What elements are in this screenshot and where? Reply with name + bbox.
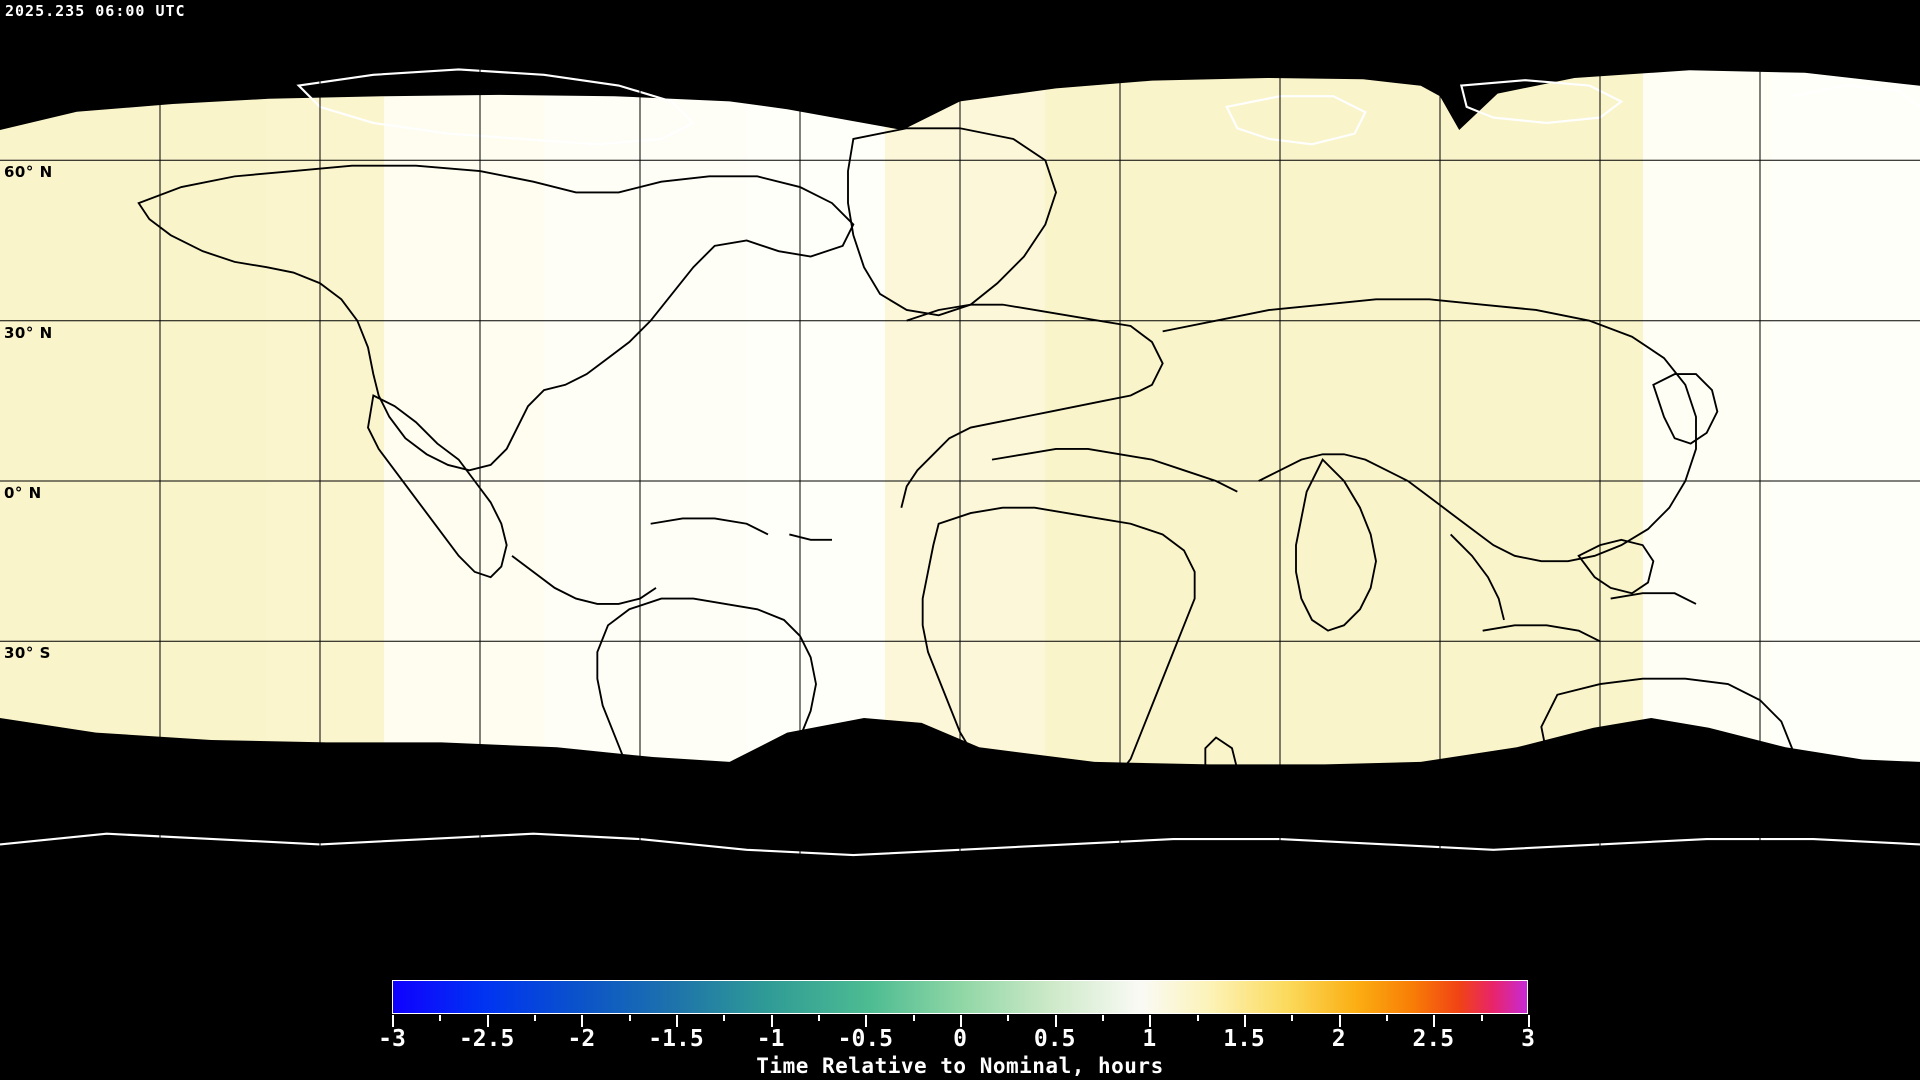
colorbar-tick-labels: -3 -2.5 -2 -1.5 -1 -0.5 0 0.5 1 1.5 2 2.5 3 [378,1026,1535,1052]
latitude-label: 60° S [4,804,51,823]
latitude-label: 30° N [4,323,53,342]
colorbar-minor-tick [1007,1015,1010,1021]
colorbar-major-tick [770,1015,773,1027]
undefined [0,718,1920,962]
latitude-label: 0° N [4,484,42,502]
colorbar-major-tick [1528,1015,1530,1027]
map-canvas [0,0,1920,962]
colorbar-major-tick [1338,1015,1341,1027]
colorbar-minor-tick [534,1015,536,1021]
colorbar-minor-tick [628,1015,631,1021]
colorbar-minor-tick [1386,1015,1388,1021]
colorbar-tick-label: -1.5 [648,1026,704,1052]
timestamp-overlay: 2025.235 06:00 UTC [5,2,186,20]
colorbar-minor-tick [1196,1015,1199,1021]
colorbar-tick-label: -2.5 [458,1026,515,1052]
colorbar-major-tick [960,1015,962,1027]
colorbar-tick-label: 1.5 [1223,1026,1265,1052]
colorbar-tick-label: 0 [953,1026,967,1052]
colorbar-tick-label: 0.5 [1033,1026,1076,1052]
colorbar-minor-tick [818,1015,820,1021]
colorbar-major-tick [865,1015,868,1027]
colorbar-minor-tick [1291,1015,1294,1021]
colorbar-tick-label: 2 [1331,1026,1346,1052]
colorbar-minor-tick [1102,1015,1104,1021]
latitude-label: 60° N [4,163,53,182]
colorbar-minor-tick [912,1015,915,1021]
colorbar-tick-label: -2 [567,1026,596,1052]
colorbar-major-tick [1054,1015,1057,1027]
colorbar-tick-label: -3 [378,1026,406,1052]
colorbar-major-tick [581,1015,584,1027]
colorbar-major-tick [1244,1015,1246,1027]
colorbar-tick-label: 2.5 [1412,1026,1455,1052]
colorbar-gradient [392,980,1528,1014]
colorbar-panel: -3 -2.5 -2 -1.5 -1 -0.5 0 0.5 1 1.5 2 2.5 3 Time Rel… [0,962,1920,1080]
colorbar-major-tick [676,1015,678,1027]
map-panel: 60° N 30° N 0° N 30° S 60° S 2025.235 06:00 … [0,0,1920,962]
colorbar-tick-label: 3 [1521,1026,1535,1052]
colorbar-minor-tick [439,1015,442,1021]
colorbar-major-tick [1433,1015,1436,1027]
colorbar-tick-label: 1 [1142,1026,1157,1052]
colorbar-title: Time Relative to Nominal, hours [756,1054,1164,1078]
colorbar-minor-tick [723,1015,726,1021]
colorbar-major-tick [1149,1015,1152,1027]
latitude-label: 30° S [4,644,51,663]
colorbar-minor-tick [1480,1015,1483,1021]
colorbar-major-tick [486,1015,489,1027]
colorbar-ticks [392,1015,1530,1027]
colorbar-major-tick [392,1015,394,1027]
colorbar-tick-label: -1 [756,1026,785,1052]
colorbar-tick-label: -0.5 [837,1026,894,1052]
